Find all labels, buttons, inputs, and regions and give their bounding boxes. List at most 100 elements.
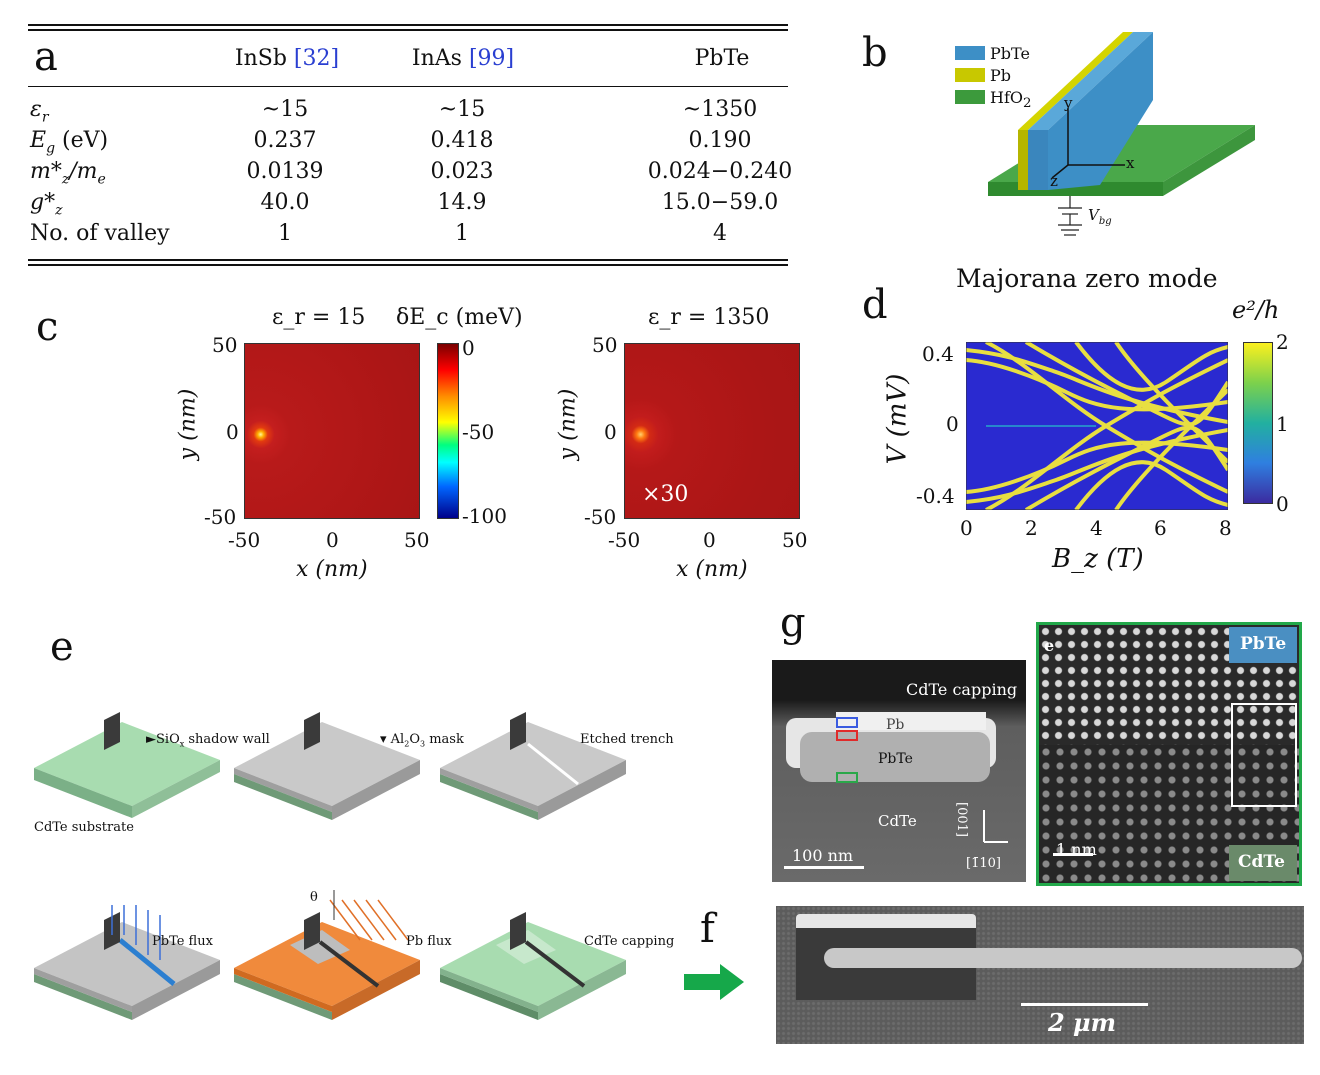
y-tick: 0 xyxy=(946,412,959,436)
table-header-inas: InAs [99] xyxy=(411,46,515,71)
x-axis-label: x (nm) xyxy=(676,557,748,582)
y-axis-label: y (nm) xyxy=(555,388,581,461)
axis-label-x: x xyxy=(1126,154,1135,172)
y-tick: 0 xyxy=(604,420,617,444)
panel-letter-g: g xyxy=(780,600,806,646)
x-tick: 50 xyxy=(782,528,808,552)
hrtem-letter: e xyxy=(1044,636,1055,655)
label-capping: CdTe capping xyxy=(906,680,1018,699)
table-cell: 0.418 xyxy=(430,128,494,153)
y-tick: -0.4 xyxy=(916,484,955,508)
label-substrate: CdTe substrate xyxy=(34,820,134,835)
axis-label-z: z xyxy=(1050,172,1058,190)
table-cell: 0.024−0.240 xyxy=(647,159,793,184)
label-pb: Pb xyxy=(886,717,905,733)
table-cell: ~1350 xyxy=(682,97,758,122)
legend-swatch-hfo2 xyxy=(955,90,985,104)
label-trench: Etched trench xyxy=(580,732,674,747)
multiplier-label: ×30 xyxy=(642,482,689,507)
table-top-rule xyxy=(28,24,788,26)
table-row-label: Eg (eV) xyxy=(30,128,109,157)
x-tick: 50 xyxy=(404,528,430,552)
label-theta: θ xyxy=(310,890,318,905)
label-cdte-capping: CdTe capping xyxy=(584,934,675,949)
y-tick: 0 xyxy=(226,420,239,444)
conductance-map-title: Majorana zero mode xyxy=(956,264,1218,293)
table-cell: 0.237 xyxy=(253,128,317,153)
cbar-tick: 1 xyxy=(1276,412,1289,436)
table-cell: 1 xyxy=(278,221,292,246)
y-tick: 50 xyxy=(212,333,238,357)
right-map-title: ε_r = 1350 xyxy=(648,305,770,330)
green-arrow-icon xyxy=(684,964,744,1000)
colorbar-c xyxy=(437,343,459,519)
table-bottom-rule-2 xyxy=(28,264,788,266)
sem-image xyxy=(776,906,1304,1044)
panel-letter-e: e xyxy=(50,624,74,670)
left-map-title: ε_r = 15 xyxy=(272,305,366,330)
x-tick: 0 xyxy=(960,516,973,540)
cbar-tick: 0 xyxy=(1276,492,1289,516)
fabrication-steps xyxy=(34,712,626,1020)
panel-letter-f: f xyxy=(700,906,715,952)
y-tick: -50 xyxy=(204,505,237,529)
scale-bar-label: 100 nm xyxy=(792,846,854,865)
legend-swatch-pbte xyxy=(955,46,985,60)
table-row-label: εr xyxy=(30,97,49,126)
table-bottom-rule xyxy=(28,259,788,261)
x-tick: 0 xyxy=(703,528,716,552)
axis-label-y: y xyxy=(1064,94,1073,112)
cbar-tick: 0 xyxy=(462,336,475,360)
table-cell: 14.9 xyxy=(437,190,487,215)
y-tick: -50 xyxy=(584,505,617,529)
direction-110: [1̄10] xyxy=(966,856,1001,871)
label-cdte: CdTe xyxy=(878,812,917,830)
cbar-tick: 2 xyxy=(1276,330,1289,354)
gate-label: Vbg xyxy=(1088,206,1112,227)
y-axis-label: y (nm) xyxy=(175,388,201,461)
table-cell: ~15 xyxy=(438,97,486,122)
y-axis-label: V (mV) xyxy=(882,373,913,465)
cbar-title: δE_c (meV) xyxy=(396,305,523,330)
label-pb-flux: Pb flux xyxy=(406,934,452,949)
label-shadow-wall: ►SiOx shadow wall xyxy=(146,732,270,749)
table-row-label: g*z xyxy=(30,190,63,219)
x-tick: 2 xyxy=(1025,516,1038,540)
table-cell: 0.190 xyxy=(688,128,752,153)
table-cell: 4 xyxy=(713,221,727,246)
table-row-label: No. of valley xyxy=(30,221,170,246)
panel-letter-c: c xyxy=(36,304,59,350)
table-cell: 15.0−59.0 xyxy=(661,190,779,215)
label-pbte-flux: PbTe flux xyxy=(152,934,213,949)
x-tick: 4 xyxy=(1090,516,1103,540)
table-cell: 0.023 xyxy=(430,159,494,184)
legend-label-pbte: PbTe xyxy=(990,44,1030,63)
table-header-rule xyxy=(28,86,788,87)
y-tick: 50 xyxy=(592,333,618,357)
cbar-title-d: e²/h xyxy=(1232,296,1280,324)
panel-letter-d: d xyxy=(862,282,888,328)
x-tick: 8 xyxy=(1219,516,1232,540)
label-mask: ▾ Al2O3 mask xyxy=(380,732,464,749)
cbar-tick: -100 xyxy=(462,504,507,528)
x-axis-label: B_z (T) xyxy=(1052,544,1144,574)
conductance-map xyxy=(966,342,1228,510)
hrtem-image xyxy=(1036,622,1302,886)
x-tick: 0 xyxy=(326,528,339,552)
x-axis-label: x (nm) xyxy=(296,557,368,582)
x-tick: -50 xyxy=(608,528,641,552)
table-cell: 40.0 xyxy=(260,190,310,215)
x-tick: 6 xyxy=(1154,516,1167,540)
y-tick: 0.4 xyxy=(922,342,954,366)
table-cell: 1 xyxy=(455,221,469,246)
potential-map-right xyxy=(624,343,800,519)
device-schematic xyxy=(988,32,1255,236)
legend-label-pb: Pb xyxy=(990,66,1012,85)
tem-cross-section xyxy=(772,660,1026,882)
legend-label-hfo2: HfO2 xyxy=(990,88,1032,112)
hrtem-scale-label: 1 nm xyxy=(1056,840,1097,859)
table-top-rule-2 xyxy=(28,29,788,31)
table-header-insb: InSb [32] xyxy=(234,46,340,71)
cbar-tick: -50 xyxy=(462,420,495,444)
colorbar-d xyxy=(1243,342,1273,504)
